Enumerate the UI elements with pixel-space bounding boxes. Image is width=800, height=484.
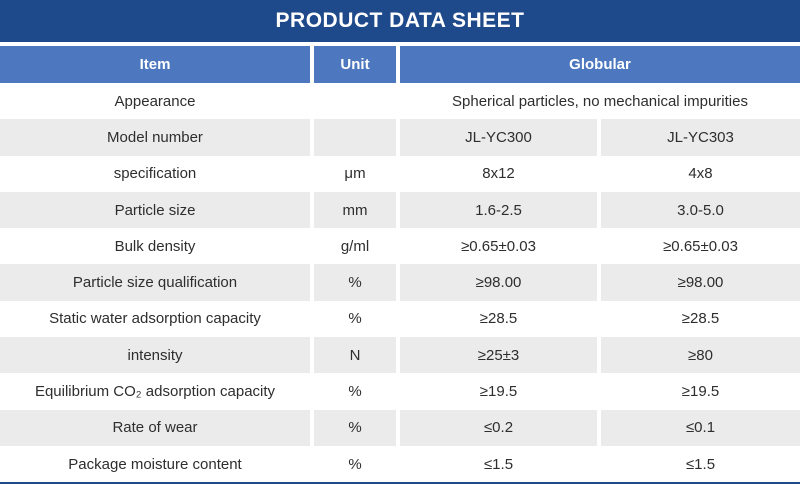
table-row: Appearance Spherical particles, no mecha… — [0, 83, 800, 120]
value-cell: ≥25±3 — [398, 337, 601, 374]
item-cell: specification — [0, 155, 314, 192]
item-cell: Particle size qualification — [0, 264, 314, 301]
column-header-globular: Globular — [398, 46, 800, 83]
value-cell: 1.6-2.5 — [398, 191, 601, 229]
title-divider — [0, 42, 800, 46]
table-header: Item Unit Globular — [0, 46, 800, 83]
value-cell: JL-YC303 — [599, 119, 800, 156]
unit-cell: % — [312, 264, 400, 301]
unit-cell: mm — [312, 191, 400, 229]
unit-cell — [312, 83, 400, 120]
value-cell-span: Spherical particles, no mechanical impur… — [398, 83, 800, 120]
table-row: Model number JL-YC300 JL-YC303 — [0, 119, 800, 156]
value-cell: ≥0.65±0.03 — [599, 228, 800, 265]
item-cell: Package moisture content — [0, 445, 314, 483]
unit-cell: μm — [312, 155, 400, 192]
table-row: Particle size qualification % ≥98.00 ≥98… — [0, 264, 800, 301]
unit-cell: g/ml — [312, 228, 400, 265]
table-row: Equilibrium CO₂ adsorption capacity % ≥1… — [0, 373, 800, 410]
item-cell: Appearance — [0, 83, 314, 120]
unit-cell: % — [312, 300, 400, 338]
unit-cell: % — [312, 373, 400, 410]
table-row: Static water adsorption capacity % ≥28.5… — [0, 300, 800, 338]
item-cell: Particle size — [0, 191, 314, 229]
table-row: Rate of wear % ≤0.2 ≤0.1 — [0, 409, 800, 446]
item-cell: Equilibrium CO₂ adsorption capacity — [0, 373, 314, 410]
table-row: Package moisture content % ≤1.5 ≤1.5 — [0, 445, 800, 483]
value-cell: ≤0.1 — [599, 409, 800, 446]
value-cell: 8x12 — [398, 155, 601, 192]
value-cell: 3.0-5.0 — [599, 191, 800, 229]
value-cell: ≥28.5 — [599, 300, 800, 338]
value-cell: ≤1.5 — [398, 445, 601, 483]
value-cell: JL-YC300 — [398, 119, 601, 156]
table-row: specification μm 8x12 4x8 — [0, 155, 800, 192]
value-cell: ≤0.2 — [398, 409, 601, 446]
value-cell: ≥0.65±0.03 — [398, 228, 601, 265]
value-cell: ≥19.5 — [599, 373, 800, 410]
item-cell: Model number — [0, 119, 314, 156]
product-table: Item Unit Globular Appearance Spherical … — [0, 46, 800, 483]
table-row: Bulk density g/ml ≥0.65±0.03 ≥0.65±0.03 — [0, 228, 800, 265]
header-row: Item Unit Globular — [0, 46, 800, 83]
bottom-border — [0, 482, 800, 484]
value-cell: ≥80 — [599, 337, 800, 374]
unit-cell — [312, 119, 400, 156]
table-body: Appearance Spherical particles, no mecha… — [0, 83, 800, 483]
item-cell: intensity — [0, 337, 314, 374]
table-row: Particle size mm 1.6-2.5 3.0-5.0 — [0, 191, 800, 229]
value-cell: ≥28.5 — [398, 300, 601, 338]
value-cell: ≤1.5 — [599, 445, 800, 483]
value-cell: ≥98.00 — [398, 264, 601, 301]
value-cell: ≥19.5 — [398, 373, 601, 410]
unit-cell: N — [312, 337, 400, 374]
column-header-unit: Unit — [312, 46, 400, 83]
item-cell: Static water adsorption capacity — [0, 300, 314, 338]
page-title: PRODUCT DATA SHEET — [0, 0, 800, 42]
item-cell: Rate of wear — [0, 409, 314, 446]
item-cell: Bulk density — [0, 228, 314, 265]
value-cell: ≥98.00 — [599, 264, 800, 301]
unit-cell: % — [312, 445, 400, 483]
table-row: intensity N ≥25±3 ≥80 — [0, 337, 800, 374]
value-cell: 4x8 — [599, 155, 800, 192]
unit-cell: % — [312, 409, 400, 446]
column-header-item: Item — [0, 46, 314, 83]
page-title-text: PRODUCT DATA SHEET — [275, 9, 525, 32]
